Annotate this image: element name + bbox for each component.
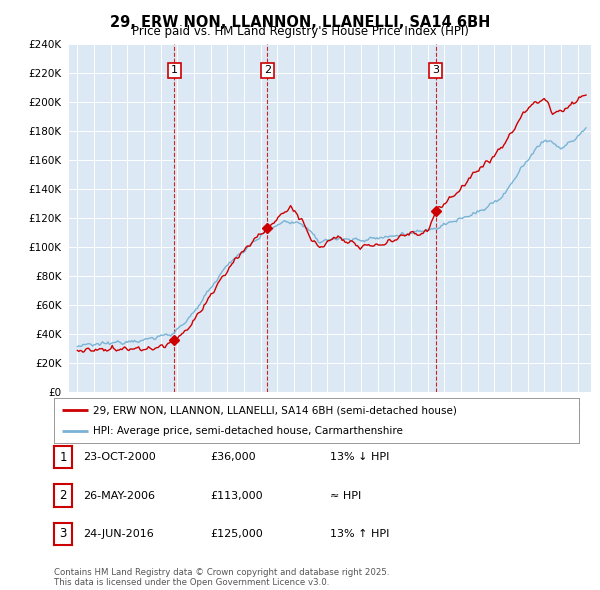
Text: Contains HM Land Registry data © Crown copyright and database right 2025.
This d: Contains HM Land Registry data © Crown c… [54, 568, 389, 587]
Text: HPI: Average price, semi-detached house, Carmarthenshire: HPI: Average price, semi-detached house,… [94, 427, 403, 437]
Text: 29, ERW NON, LLANNON, LLANELLI, SA14 6BH (semi-detached house): 29, ERW NON, LLANNON, LLANELLI, SA14 6BH… [94, 405, 457, 415]
Text: ≈ HPI: ≈ HPI [330, 491, 361, 500]
Text: 3: 3 [59, 527, 67, 540]
Text: 2: 2 [264, 65, 271, 76]
Text: 2: 2 [59, 489, 67, 502]
Text: 1: 1 [59, 451, 67, 464]
Text: Price paid vs. HM Land Registry's House Price Index (HPI): Price paid vs. HM Land Registry's House … [131, 25, 469, 38]
Text: £113,000: £113,000 [210, 491, 263, 500]
Text: 13% ↓ HPI: 13% ↓ HPI [330, 453, 389, 462]
Text: 13% ↑ HPI: 13% ↑ HPI [330, 529, 389, 539]
Text: 24-JUN-2016: 24-JUN-2016 [83, 529, 154, 539]
Text: 1: 1 [171, 65, 178, 76]
Text: 23-OCT-2000: 23-OCT-2000 [83, 453, 155, 462]
Text: £36,000: £36,000 [210, 453, 256, 462]
Text: 29, ERW NON, LLANNON, LLANELLI, SA14 6BH: 29, ERW NON, LLANNON, LLANELLI, SA14 6BH [110, 15, 490, 30]
Text: 26-MAY-2006: 26-MAY-2006 [83, 491, 155, 500]
Text: 3: 3 [432, 65, 439, 76]
Text: £125,000: £125,000 [210, 529, 263, 539]
